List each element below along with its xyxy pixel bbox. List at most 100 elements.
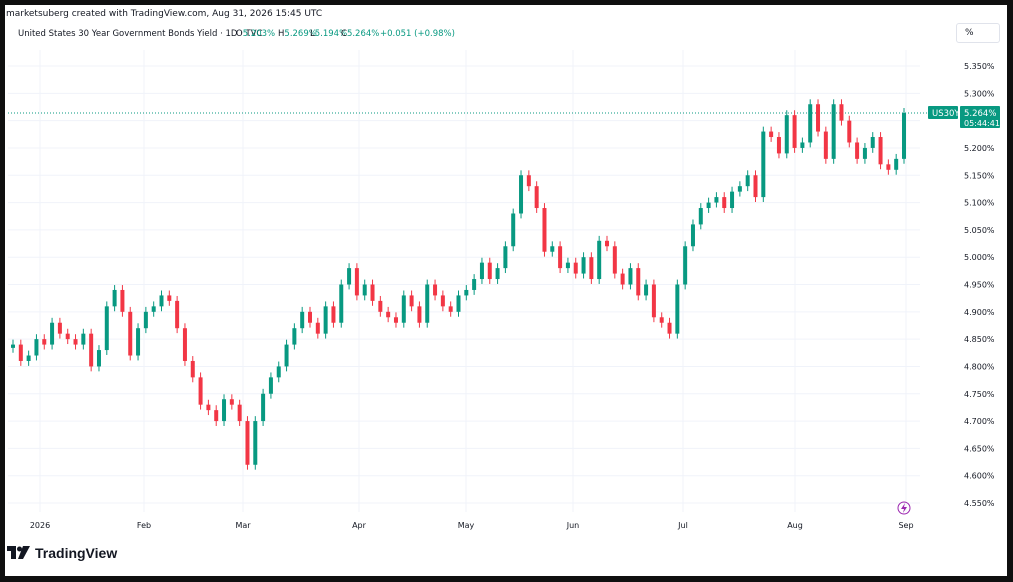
candle-body [831, 104, 836, 159]
candle [628, 263, 633, 290]
candle-body [81, 333, 86, 345]
candle [605, 235, 609, 252]
candle [175, 295, 180, 334]
candle-body [886, 164, 891, 170]
candle [42, 334, 47, 350]
candle [839, 99, 844, 126]
candle [50, 317, 55, 350]
candle-body [57, 322, 62, 334]
candle [206, 399, 211, 416]
candle [284, 339, 289, 372]
ohlc-readout: O5.203% H5.269% L5.194% C5.264% +0.051 (… [236, 29, 455, 39]
candle-body [651, 284, 656, 318]
candle-body [706, 202, 711, 209]
svg-text:C5.264%: C5.264% [341, 29, 379, 39]
candle-body [292, 328, 297, 345]
candle [167, 290, 172, 306]
candle [690, 219, 695, 252]
candle-body [440, 295, 445, 307]
candle-body [175, 300, 180, 329]
candle-body [644, 284, 649, 296]
candle [651, 279, 656, 323]
candle-body [136, 328, 141, 356]
candle [792, 110, 797, 153]
x-tick-label: Jun [566, 521, 580, 530]
candle-body [253, 421, 258, 465]
candle-body [581, 257, 586, 274]
candle [229, 394, 234, 410]
percent-scale-button[interactable]: % [956, 23, 1000, 43]
svg-text:L5.194%: L5.194% [310, 29, 347, 39]
candle [698, 203, 703, 230]
candle-body [50, 322, 55, 345]
candle [636, 263, 641, 301]
candle-body [308, 311, 312, 323]
y-tick-label: 5.050% [964, 226, 995, 235]
candle-body [776, 137, 781, 154]
x-tick-label: Sep [898, 521, 913, 530]
candle-body [753, 175, 758, 198]
candle-body [214, 410, 219, 422]
x-tick-label: Jul [677, 521, 688, 530]
candle-body [378, 300, 383, 312]
candle [761, 126, 766, 203]
candle-body [347, 268, 352, 285]
candle-body [761, 131, 766, 198]
candle [776, 132, 781, 159]
candle-body [667, 322, 672, 334]
flash-icon[interactable] [897, 501, 911, 515]
candle-body [690, 224, 695, 247]
candle [503, 241, 508, 274]
candle-body [11, 344, 15, 348]
candle [870, 132, 875, 153]
ticker-badge [928, 106, 958, 119]
tradingview-logo: TradingView [7, 545, 117, 561]
x-tick-label: Feb [137, 521, 151, 530]
candle [737, 181, 742, 197]
candle-body [18, 344, 23, 361]
candle [464, 285, 469, 301]
candle [26, 350, 31, 366]
y-tick-label: 4.750% [964, 390, 995, 399]
candle [714, 192, 719, 208]
y-tick-label: 5.100% [964, 199, 995, 208]
candle [667, 317, 672, 339]
candle-body [534, 186, 539, 209]
candle-body [284, 344, 289, 367]
candle-body [65, 333, 70, 340]
candle-body [433, 284, 438, 296]
candle [128, 306, 133, 361]
candle-body [792, 115, 797, 148]
candle [448, 301, 453, 317]
candle [565, 257, 570, 274]
x-tick-label: Aug [787, 521, 803, 530]
candle [620, 268, 625, 290]
candle-body [847, 120, 852, 143]
candle [659, 312, 664, 328]
candle [456, 290, 461, 317]
candle [894, 153, 899, 175]
candle [315, 317, 320, 339]
candle-body [597, 240, 602, 280]
candle-body [448, 306, 453, 312]
candle-body [487, 262, 492, 280]
candle [34, 334, 39, 361]
candle-body [769, 131, 774, 138]
candle-body [862, 147, 867, 159]
candle [73, 334, 78, 350]
y-tick-label: 5.350% [964, 62, 995, 71]
candle-body [222, 399, 227, 422]
x-tick-label: Mar [235, 521, 251, 530]
candle [104, 301, 109, 355]
candle-body [745, 175, 750, 187]
price-label: US30Y 5.264% 05:44:41 [928, 106, 1000, 128]
candle [526, 170, 531, 192]
ticker-label: US30Y [932, 109, 960, 119]
candle-body [464, 289, 469, 296]
candle-body [370, 284, 375, 301]
candle [378, 295, 383, 317]
y-tick-label: 4.650% [964, 444, 995, 453]
candle-body [276, 366, 281, 378]
candle [65, 328, 70, 345]
